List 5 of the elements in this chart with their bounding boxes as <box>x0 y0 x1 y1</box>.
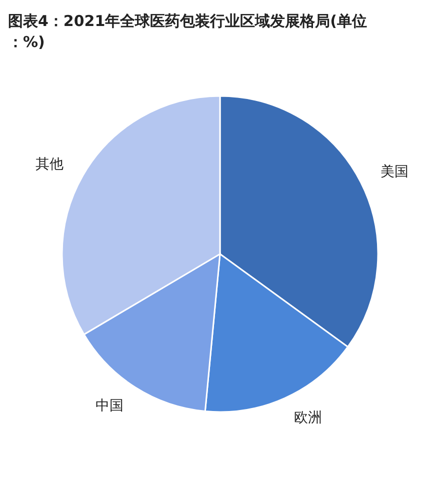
slice-label: 其他 <box>36 156 64 173</box>
slice-label: 中国 <box>96 398 124 414</box>
slice-label: 欧洲 <box>294 410 322 426</box>
chart-title: 图表4：2021年全球医药包装行业区域发展格局(单位：%) <box>8 12 368 51</box>
slice-label: 美国 <box>380 164 408 180</box>
